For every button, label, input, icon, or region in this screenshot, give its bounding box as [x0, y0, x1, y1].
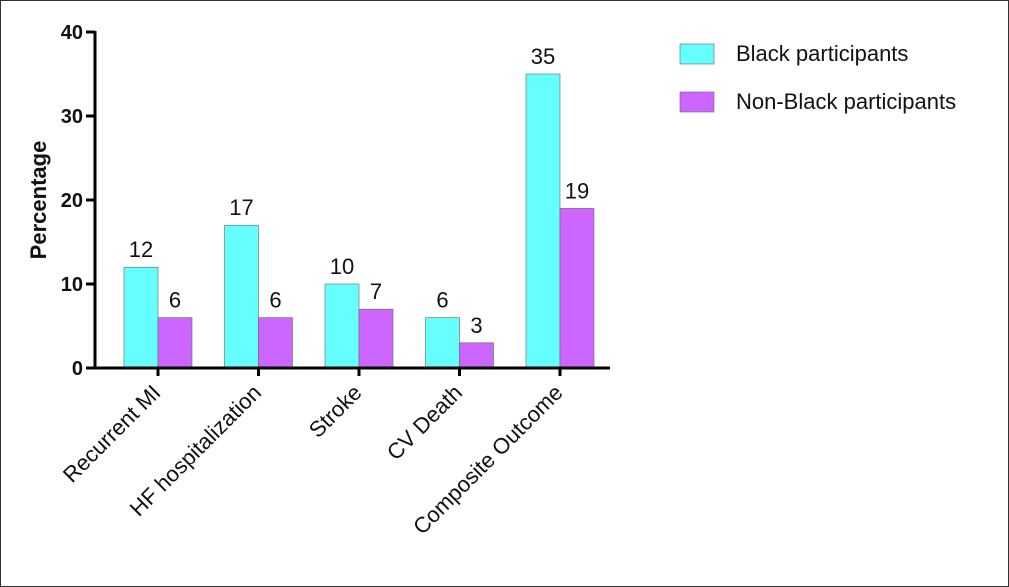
- data-label-non-black-participants-composite-outcome: 19: [565, 178, 589, 203]
- bar-non-black-participants-hf-hospitalization: [258, 317, 293, 369]
- x-tick-label-recurrent-mi: Recurrent MI: [58, 380, 166, 488]
- legend: Black participants Non-Black participants: [679, 41, 956, 114]
- bar-black-participants-hf-hospitalization: [224, 224, 259, 369]
- legend-swatch-non-black-participants: [679, 91, 715, 113]
- legend-label-non-black-participants: Non-Black participants: [736, 89, 956, 114]
- bar-black-participants-composite-outcome: [525, 73, 561, 369]
- x-tick-label-stroke: Stroke: [304, 380, 367, 443]
- bar-black-participants-cv-death: [425, 317, 460, 369]
- data-label-black-participants-cv-death: 6: [436, 288, 448, 313]
- data-label-non-black-participants-stroke: 7: [370, 279, 382, 304]
- y-tick-label-0: 0: [72, 358, 83, 380]
- x-tick-label-cv-death: CV Death: [382, 380, 467, 465]
- data-label-black-participants-recurrent-mi: 12: [129, 237, 153, 262]
- data-label-black-participants-composite-outcome: 35: [531, 44, 555, 69]
- bar-non-black-participants-stroke: [358, 308, 394, 369]
- y-axis-title: Percentage: [26, 141, 51, 260]
- bar-non-black-participants-cv-death: [459, 342, 494, 369]
- y-tick-label-40: 40: [61, 22, 83, 44]
- bar-black-participants-recurrent-mi: [123, 266, 159, 369]
- y-tick-label-10: 10: [61, 274, 83, 296]
- bar-black-participants-stroke: [324, 283, 360, 369]
- data-label-black-participants-stroke: 10: [330, 254, 354, 279]
- data-label-non-black-participants-hf-hospitalization: 6: [269, 288, 281, 313]
- data-label-non-black-participants-recurrent-mi: 6: [169, 288, 181, 313]
- bar-non-black-participants-composite-outcome: [559, 208, 595, 369]
- data-label-non-black-participants-cv-death: 3: [470, 313, 482, 338]
- legend-swatch-black-participants: [679, 43, 715, 65]
- bar-non-black-participants-recurrent-mi: [157, 317, 193, 369]
- y-tick-label-30: 30: [61, 106, 83, 128]
- y-tick-label-20: 20: [61, 190, 83, 212]
- data-label-black-participants-hf-hospitalization: 17: [229, 195, 253, 220]
- legend-label-black-participants: Black participants: [736, 41, 908, 66]
